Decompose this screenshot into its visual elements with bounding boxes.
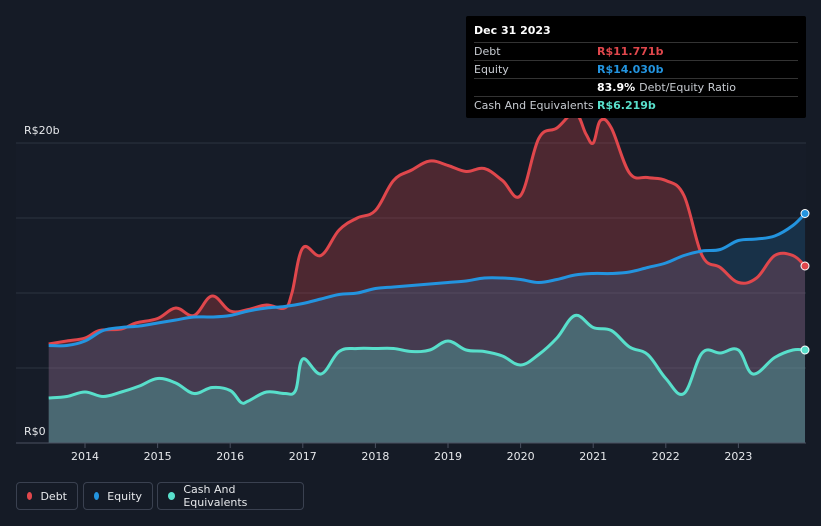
tooltip-ratio-value: 83.9% <box>597 81 636 94</box>
x-tick-label: 2014 <box>71 450 99 463</box>
tooltip-debt-value: R$11.771b <box>597 45 664 58</box>
x-tick-label: 2018 <box>361 450 389 463</box>
cash-legend-dot-icon <box>168 492 176 500</box>
y-tick-label-min: R$0 <box>24 425 46 438</box>
legend-item-debt[interactable]: Debt <box>16 482 78 510</box>
tooltip-ratio-label: Debt/Equity Ratio <box>639 81 736 94</box>
legend-item-equity[interactable]: Equity <box>83 482 153 510</box>
debt-line <box>48 111 807 346</box>
equity-line <box>48 212 807 348</box>
debt-end-marker[interactable] <box>800 261 810 271</box>
equity-end-marker[interactable] <box>800 209 810 218</box>
series-end-markers <box>800 209 810 355</box>
tooltip-row-equity: Equity R$14.030b <box>474 61 798 79</box>
series-areas <box>48 112 805 444</box>
tooltip-equity-label: Equity <box>474 63 509 76</box>
tooltip-equity-value: R$14.030b <box>597 63 664 76</box>
tooltip-cash-value: R$6.219b <box>597 99 656 112</box>
debt-area <box>48 112 805 444</box>
cash-line <box>48 313 806 405</box>
x-tick-label: 2022 <box>652 450 680 463</box>
legend-item-cash[interactable]: Cash And Equivalents <box>157 482 304 510</box>
equity-area <box>48 213 805 443</box>
debt-legend-dot-icon <box>27 492 33 500</box>
x-tick-label: 2023 <box>724 450 752 463</box>
tooltip-debt-label: Debt <box>474 45 501 58</box>
axes: 2014 2015 2016 2017 2018 2019 2020 2021 2022 2023… <box>16 124 806 463</box>
legend-cash-label: Cash And Equivalents <box>183 483 248 509</box>
legend-equity-label: Equity <box>107 489 142 503</box>
cash-area <box>48 315 805 443</box>
legend-debt-label: Debt <box>40 489 67 503</box>
x-tick-label: 2017 <box>289 450 317 463</box>
x-tick-label: 2021 <box>579 450 607 463</box>
x-tick-label: 2019 <box>434 450 462 463</box>
x-tick-label: 2020 <box>507 450 535 463</box>
series-lines <box>48 111 807 405</box>
tooltip-row-ratio: 83.9% Debt/Equity Ratio <box>474 79 798 97</box>
tooltip-cash-label: Cash And Equivalents <box>474 99 594 112</box>
y-tick-label-max: R$20b <box>24 124 60 137</box>
tooltip-date: Dec 31 2023 <box>474 24 798 43</box>
equity-legend-dot-icon <box>94 492 100 500</box>
data-tooltip: Dec 31 2023 Debt R$11.771b Equity R$14.0… <box>466 16 806 118</box>
tooltip-row-cash: Cash And Equivalents R$6.219b <box>474 97 798 114</box>
tooltip-row-debt: Debt R$11.771b <box>474 43 798 61</box>
x-tick-label: 2016 <box>216 450 244 463</box>
x-tick-label: 2015 <box>144 450 172 463</box>
cash-end-marker[interactable] <box>800 345 810 355</box>
